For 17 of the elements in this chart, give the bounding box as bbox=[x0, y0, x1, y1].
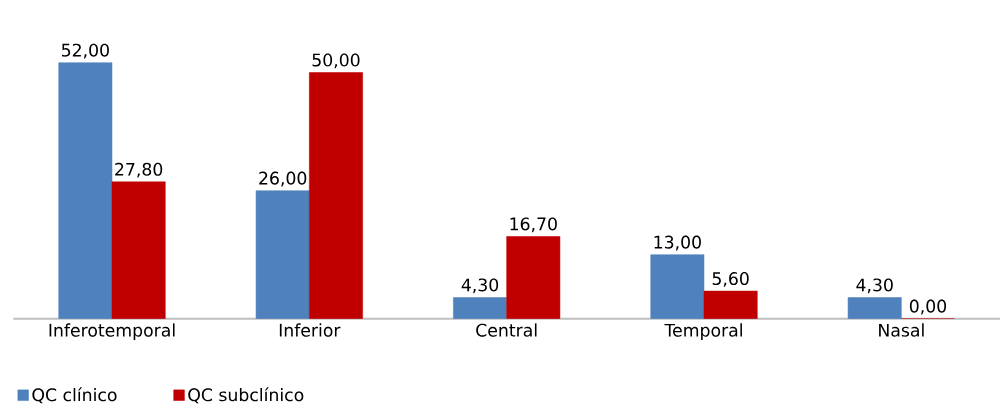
data-label: 4,30 bbox=[856, 278, 893, 294]
data-label: 27,80 bbox=[115, 162, 163, 178]
legend-label: QC subclínico bbox=[188, 387, 304, 404]
data-label: 4,30 bbox=[461, 278, 499, 294]
x-tick-label: Inferior bbox=[279, 323, 341, 337]
legend-label: QC clínico bbox=[32, 387, 117, 404]
data-label: 0,00 bbox=[909, 299, 947, 315]
x-tick-label: Nasal bbox=[879, 323, 924, 337]
data-label: 26,00 bbox=[259, 171, 307, 187]
x-tick-label: Inferotemporal bbox=[49, 323, 175, 341]
data-label: 50,00 bbox=[312, 53, 360, 69]
data-label: 52,00 bbox=[61, 43, 109, 59]
data-label: 5,60 bbox=[712, 272, 749, 287]
x-tick-label: Central bbox=[476, 323, 537, 337]
x-tick-label: Temporal bbox=[664, 323, 742, 341]
data-label: 13,00 bbox=[654, 235, 701, 251]
data-label: 16,70 bbox=[510, 217, 557, 233]
